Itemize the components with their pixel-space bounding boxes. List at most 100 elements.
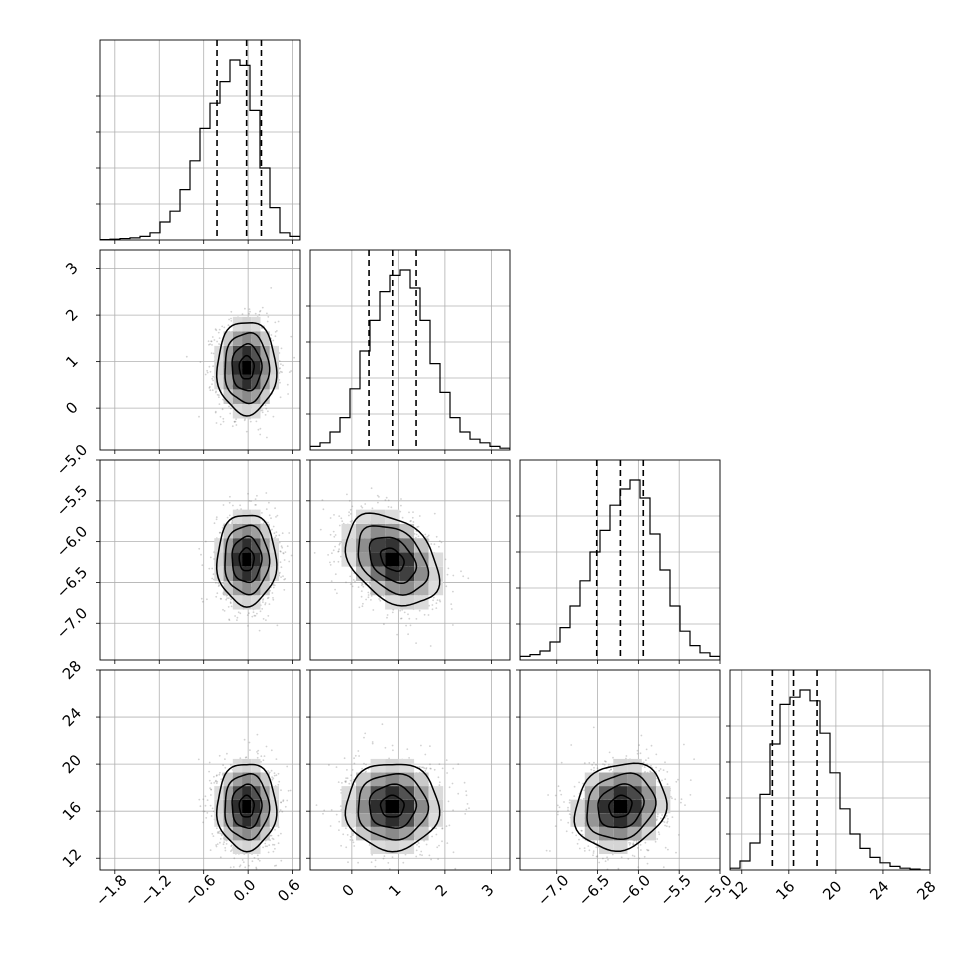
scatter-point [278, 534, 281, 537]
scatter-point [211, 336, 214, 338]
scatter-point [361, 583, 364, 586]
density-cell [232, 566, 242, 581]
scatter-point [368, 582, 371, 585]
contour-3 [344, 512, 441, 607]
scatter-point [338, 524, 341, 527]
scatter-point [429, 645, 432, 647]
scatter-point [219, 415, 222, 418]
density-cell [214, 345, 224, 361]
scatter-point [220, 778, 223, 781]
density-cell [260, 566, 270, 581]
scatter-point [212, 352, 215, 355]
scatter-point [412, 521, 415, 523]
scatter-point [341, 520, 344, 522]
scatter-point [262, 601, 264, 603]
scatter-point [258, 313, 261, 316]
scatter-point [385, 496, 388, 499]
scatter-point [222, 843, 225, 846]
scatter-point [415, 618, 418, 620]
scatter-point [222, 764, 225, 766]
density-cell [223, 360, 233, 375]
scatter-point [411, 516, 414, 519]
scatter-point [271, 592, 274, 594]
scatter-point [346, 493, 348, 496]
scatter-point [238, 457, 240, 459]
scatter-point [351, 585, 354, 588]
tick-label-y: −5.5 [53, 482, 91, 520]
scatter-point [211, 567, 214, 570]
scatter-point [211, 383, 213, 386]
scatter-point [271, 528, 273, 531]
scatter-point [279, 367, 281, 369]
density-cell [428, 566, 444, 581]
scatter-point [255, 420, 258, 423]
scatter-point [288, 371, 291, 373]
scatter-point [209, 389, 212, 392]
scatter-point [276, 624, 279, 627]
scatter-point [264, 603, 267, 606]
scatter-point [198, 415, 200, 418]
scatter-point [426, 535, 429, 538]
density-cell [242, 552, 252, 567]
scatter-point [274, 536, 277, 539]
scatter-point [278, 372, 281, 374]
scatter-point [274, 865, 276, 867]
contour-0 [238, 354, 255, 380]
scatter-point [202, 798, 205, 801]
scatter-point [221, 325, 224, 328]
scatter-point [409, 520, 412, 523]
scatter-point [400, 617, 402, 620]
density-cell [251, 523, 261, 539]
density-cell [399, 552, 415, 567]
density-cell [242, 595, 252, 610]
density-cell [370, 538, 385, 553]
scatter-point [252, 611, 255, 614]
scatter-point [440, 541, 443, 544]
scatter-point [229, 407, 232, 410]
density-cell [251, 509, 261, 524]
scatter-point [217, 582, 220, 585]
scatter-point [436, 599, 439, 601]
density-cell [223, 552, 233, 567]
contour-1 [231, 342, 263, 392]
scatter-point [270, 517, 272, 520]
scatter-point [256, 494, 258, 497]
scatter-point [215, 595, 218, 598]
scatter-point [376, 494, 379, 497]
scatter-point [462, 575, 465, 578]
scatter-point [431, 604, 434, 606]
scatter-point [288, 532, 291, 534]
contour-1 [231, 535, 263, 584]
scatter-point [214, 328, 217, 331]
density-cell [251, 389, 261, 404]
scatter-point [232, 866, 235, 868]
scatter-point [282, 800, 285, 803]
scatter-point [408, 617, 411, 620]
scatter-point [331, 552, 333, 555]
scatter-point [223, 326, 226, 329]
density-cell [242, 581, 252, 596]
scatter-point [367, 596, 370, 599]
scatter-point [407, 633, 409, 636]
scatter-point [247, 625, 249, 627]
scatter-point [218, 337, 221, 339]
density-cell [223, 375, 233, 390]
tick-label-y: 2 [62, 305, 81, 324]
panel-2-2 [516, 459, 721, 664]
density-cell [232, 538, 242, 553]
scatter-point [283, 589, 286, 591]
scatter-point [229, 412, 232, 415]
density-cell [242, 375, 252, 390]
scatter-point [248, 308, 251, 311]
scatter-point [277, 772, 280, 775]
scatter-point [279, 550, 282, 553]
scatter-point [216, 832, 219, 834]
scatter-point [226, 516, 229, 519]
scatter-point [338, 548, 340, 551]
scatter-point [384, 499, 387, 502]
scatter-point [378, 496, 380, 498]
scatter-point [210, 815, 213, 817]
scatter-point [222, 398, 224, 401]
tick-label-y: −6.0 [53, 522, 91, 560]
density-cell [251, 331, 261, 346]
